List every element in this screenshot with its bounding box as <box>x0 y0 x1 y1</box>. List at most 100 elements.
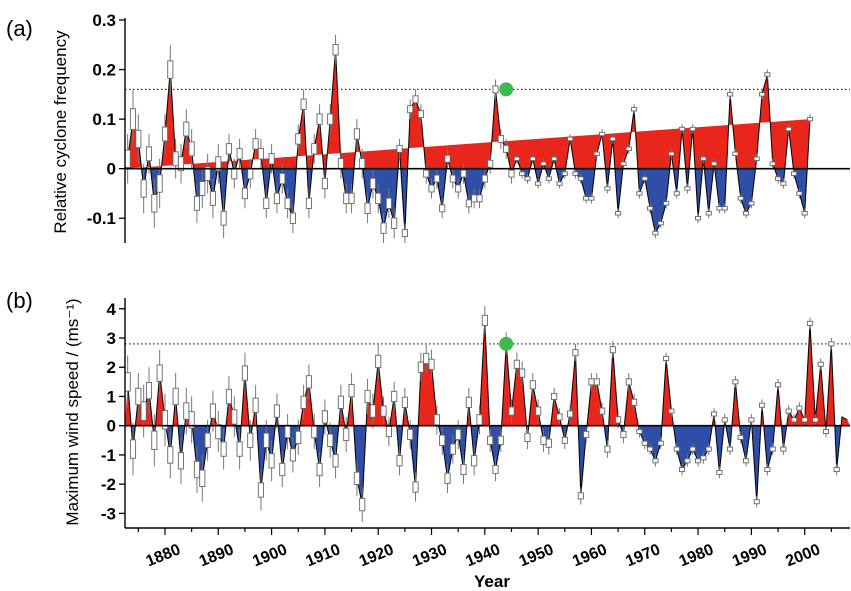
error-bar <box>476 188 483 209</box>
panel-a-error-bars <box>124 34 814 243</box>
y-tick-label: 0 <box>107 160 116 179</box>
error-bar <box>572 343 579 362</box>
error-bar <box>321 168 328 199</box>
error-bar <box>439 198 446 219</box>
error-bar <box>833 463 840 476</box>
error-box <box>705 446 712 452</box>
error-box <box>364 389 371 404</box>
error-bar <box>764 463 771 476</box>
error-box <box>353 128 360 140</box>
error-bar <box>780 443 787 455</box>
error-box <box>375 192 382 205</box>
error-box <box>748 417 755 423</box>
error-bar <box>316 104 323 134</box>
error-bar <box>236 138 243 169</box>
error-bar <box>567 405 574 423</box>
error-box <box>695 458 702 464</box>
error-bar <box>316 452 323 488</box>
error-box <box>380 222 387 234</box>
error-bar <box>161 393 169 447</box>
error-bar <box>241 178 248 209</box>
error-bar <box>625 373 632 391</box>
panel-a: (a) Relative cyclone frequency 0.3 0.2 0.1… <box>6 11 850 243</box>
error-box <box>348 384 355 398</box>
error-bar <box>487 428 494 452</box>
error-bar <box>401 387 408 417</box>
error-box <box>577 492 584 500</box>
error-box <box>247 432 254 448</box>
error-box <box>545 176 552 181</box>
error-bar <box>161 114 169 154</box>
error-box <box>524 176 531 181</box>
y-tick-label: -1 <box>101 446 116 465</box>
error-bar <box>524 425 531 450</box>
error-box <box>599 407 606 415</box>
error-box <box>774 176 782 181</box>
error-box <box>129 108 137 130</box>
error-box <box>151 194 158 213</box>
error-bar <box>204 419 211 461</box>
error-box <box>732 379 739 385</box>
error-bar <box>135 114 142 164</box>
error-bar <box>353 119 360 149</box>
error-box <box>535 181 542 186</box>
error-box <box>561 171 568 176</box>
error-bar <box>252 384 259 426</box>
error-bar <box>519 361 526 385</box>
error-bar <box>588 193 595 204</box>
error-bar <box>145 133 153 174</box>
error-box <box>433 174 440 183</box>
error-bar <box>396 138 403 159</box>
highlight-point <box>499 82 514 97</box>
error-bar <box>604 183 611 194</box>
error-bar <box>524 173 531 184</box>
error-bar <box>332 34 339 65</box>
error-bar <box>705 443 712 455</box>
error-box <box>161 410 169 430</box>
error-box <box>572 171 579 176</box>
error-bar <box>172 373 179 420</box>
error-bar <box>551 387 558 406</box>
error-bar <box>721 203 728 214</box>
error-box <box>279 172 286 185</box>
error-box <box>359 498 366 512</box>
error-bar <box>279 452 286 488</box>
error-box <box>231 167 238 180</box>
error-box <box>609 136 616 142</box>
error-bar <box>396 446 403 476</box>
error-bar <box>620 158 627 169</box>
error-box <box>753 499 760 505</box>
error-bar <box>684 183 691 194</box>
error-box <box>471 455 478 467</box>
y-tick-label: 0.2 <box>92 61 116 80</box>
error-bar <box>716 466 723 479</box>
error-bar <box>785 405 792 417</box>
error-box <box>695 216 702 221</box>
error-bar <box>481 305 488 336</box>
error-bar <box>561 431 568 450</box>
error-bar <box>423 163 430 184</box>
error-box <box>492 464 499 475</box>
error-box <box>748 201 755 206</box>
error-box <box>343 192 350 205</box>
error-bar <box>732 148 739 159</box>
error-bar <box>183 387 190 435</box>
error-bar <box>822 425 830 438</box>
error-bar <box>455 419 462 450</box>
error-box <box>599 131 606 137</box>
error-bar <box>652 454 659 467</box>
error-box <box>183 402 190 420</box>
panel-b-letter: (b) <box>6 288 33 313</box>
error-box <box>705 211 712 216</box>
error-box <box>220 441 227 457</box>
error-box <box>583 430 590 438</box>
error-bar <box>215 411 222 452</box>
error-bar <box>647 203 654 214</box>
error-box <box>284 424 291 439</box>
error-bar <box>737 193 744 204</box>
error-box <box>727 92 734 97</box>
y-tick-label: 0.1 <box>92 110 116 129</box>
error-box <box>716 206 723 211</box>
error-box <box>460 463 467 476</box>
error-box <box>519 171 526 176</box>
